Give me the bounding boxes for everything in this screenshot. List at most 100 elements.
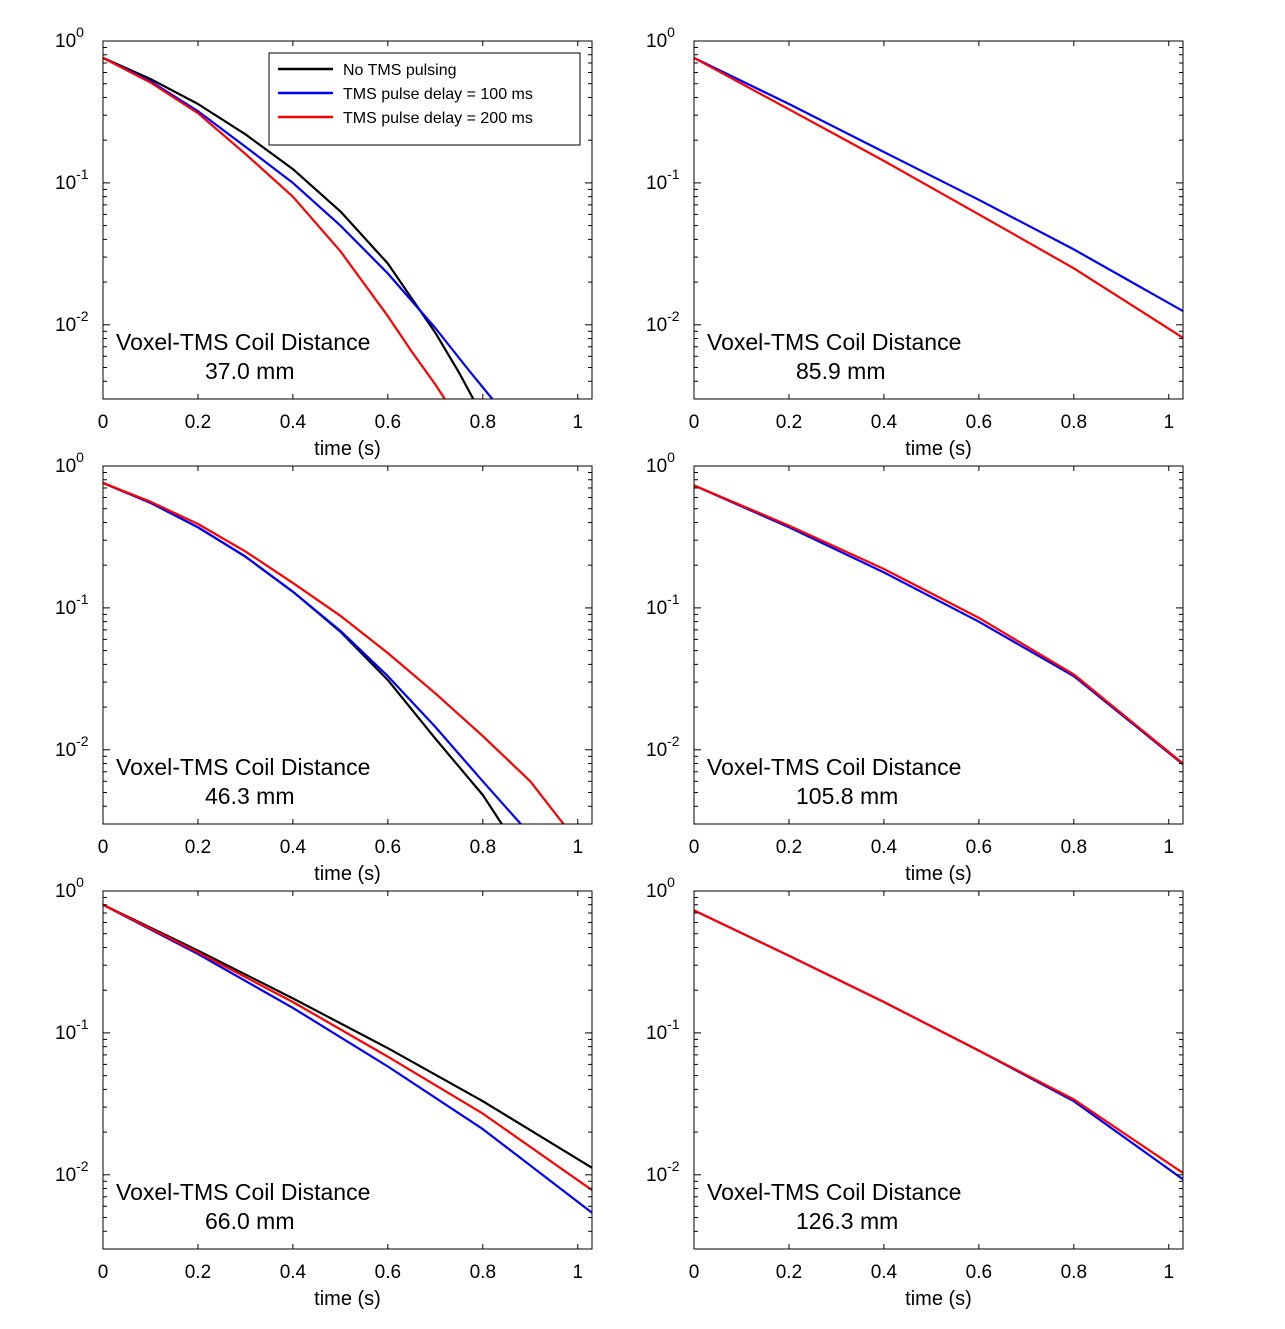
x-tick-label: 1 [1163, 1262, 1174, 1283]
y-tick-exponent: -1 [667, 166, 680, 182]
annotation-title: Voxel-TMS Coil Distance [116, 1179, 370, 1205]
annotation-title: Voxel-TMS Coil Distance [116, 329, 370, 355]
y-tick-exponent: -2 [76, 308, 89, 324]
annotation-value: 105.8 mm [796, 783, 898, 809]
y-tick-label: 100 [646, 874, 675, 902]
x-tick-label: 0 [689, 837, 700, 858]
series-line-tms-pulse-delay-200-ms [103, 56, 446, 399]
series-line-tms-pulse-delay-200-ms [694, 909, 1183, 1175]
axes-box [693, 40, 1184, 400]
series-line-tms-pulse-delay-100-ms [103, 481, 522, 824]
x-axis-label: time (s) [905, 1288, 972, 1310]
y-tick-base: 10 [646, 173, 667, 194]
y-tick-label: 10-2 [55, 1158, 89, 1186]
x-tick-label: 0.2 [776, 412, 802, 433]
annotation-value: 126.3 mm [796, 1208, 898, 1234]
x-tick-label: 0.8 [470, 1262, 496, 1283]
y-tick-label: 100 [646, 24, 675, 52]
y-tick-label: 10-1 [55, 166, 89, 194]
x-tick-label: 0.4 [871, 412, 898, 433]
y-tick-exponent: 0 [667, 449, 675, 465]
x-tick-label: 0 [689, 1262, 700, 1283]
y-tick-label: 100 [646, 449, 675, 477]
x-tick-label: 1 [572, 412, 583, 433]
y-tick-exponent: 0 [667, 874, 675, 890]
x-tick-label: 0.2 [776, 837, 802, 858]
series-group [103, 903, 592, 1214]
series-line-no-tms-pulsing [103, 903, 592, 1169]
x-tick-label: 0 [689, 412, 700, 433]
axes-box [693, 890, 1184, 1250]
x-tick-label: 0 [98, 837, 109, 858]
x-axis-label: time (s) [314, 863, 381, 885]
y-tick-exponent: -1 [76, 166, 89, 182]
y-tick-base: 10 [55, 456, 76, 477]
x-tick-label: 0.6 [375, 837, 401, 858]
x-tick-label: 0.6 [966, 837, 992, 858]
x-tick-label: 0.2 [776, 1262, 802, 1283]
series-group [694, 56, 1183, 339]
y-tick-base: 10 [646, 1165, 667, 1186]
y-tick-exponent: 0 [76, 24, 84, 40]
y-tick-exponent: -2 [667, 308, 680, 324]
y-tick-base: 10 [646, 315, 667, 336]
y-tick-label: 10-1 [646, 1016, 680, 1044]
annotation-title: Voxel-TMS Coil Distance [707, 754, 961, 780]
x-tick-label: 0.6 [966, 412, 992, 433]
annotation-value: 46.3 mm [205, 783, 294, 809]
annotation-title: Voxel-TMS Coil Distance [707, 329, 961, 355]
y-tick-label: 10-2 [646, 733, 680, 761]
y-tick-base: 10 [55, 315, 76, 336]
x-tick-label: 0.4 [280, 837, 307, 858]
x-tick-label: 0.6 [375, 412, 401, 433]
series-group [103, 56, 494, 399]
y-tick-label: 10-1 [55, 1016, 89, 1044]
x-tick-label: 0.8 [470, 837, 496, 858]
legend: No TMS pulsing TMS pulse delay = 100 ms TM… [268, 52, 581, 146]
y-tick-exponent: -1 [76, 591, 89, 607]
y-tick-base: 10 [55, 31, 76, 52]
y-tick-exponent: -1 [76, 1016, 89, 1032]
series-group [694, 909, 1183, 1181]
x-tick-label: 0.8 [1061, 837, 1087, 858]
axes-box [102, 40, 593, 400]
x-tick-label: 0.2 [185, 412, 211, 433]
x-tick-label: 0.8 [470, 412, 496, 433]
series-line-tms-pulse-delay-200-ms [103, 903, 592, 1192]
series-line-tms-pulse-delay-100-ms [103, 903, 592, 1214]
x-tick-label: 0 [98, 1262, 109, 1283]
series-line-tms-pulse-delay-100-ms [694, 909, 1183, 1181]
x-tick-label: 0.2 [185, 1262, 211, 1283]
y-tick-label: 10-1 [646, 591, 680, 619]
series-line-tms-pulse-delay-200-ms [103, 481, 565, 824]
y-tick-label: 100 [55, 449, 84, 477]
y-tick-base: 10 [646, 1023, 667, 1044]
y-tick-exponent: -1 [667, 591, 680, 607]
y-tick-exponent: 0 [76, 874, 84, 890]
y-tick-base: 10 [55, 740, 76, 761]
y-tick-base: 10 [55, 1023, 76, 1044]
y-tick-label: 10-2 [646, 308, 680, 336]
annotation-value: 85.9 mm [796, 358, 885, 384]
x-tick-label: 0.2 [185, 837, 211, 858]
annotation-title: Voxel-TMS Coil Distance [707, 1179, 961, 1205]
x-axis-label: time (s) [314, 1288, 381, 1310]
y-tick-base: 10 [646, 598, 667, 619]
y-tick-base: 10 [55, 1165, 76, 1186]
y-tick-label: 10-2 [55, 308, 89, 336]
x-axis-label: time (s) [314, 438, 381, 460]
series-line-tms-pulse-delay-100-ms [694, 56, 1183, 313]
x-tick-label: 0.8 [1061, 412, 1087, 433]
axes-box [693, 465, 1184, 825]
y-tick-base: 10 [646, 456, 667, 477]
annotation-value: 37.0 mm [205, 358, 294, 384]
x-tick-label: 0.4 [871, 1262, 898, 1283]
y-tick-label: 100 [55, 24, 84, 52]
x-tick-label: 0.4 [871, 837, 898, 858]
axes-box [102, 890, 593, 1250]
